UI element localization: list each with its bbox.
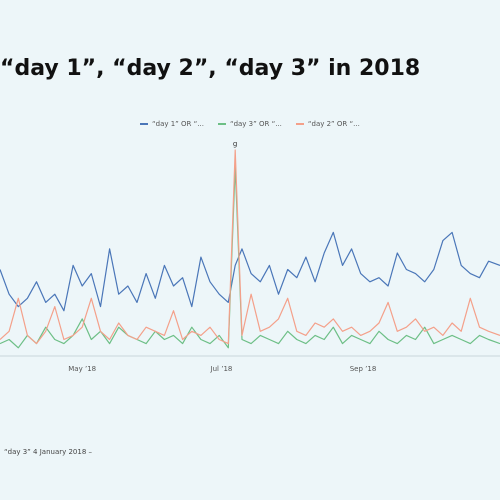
legend-swatch-orange <box>295 123 304 125</box>
series-line-2[interactable] <box>0 165 500 349</box>
x-tick-label: May ’18 <box>68 365 96 373</box>
chart-title: “day 1”, “day 2”, “day 3” in 2018 <box>0 56 421 81</box>
x-tick-label: Jul ’18 <box>210 365 233 373</box>
legend-swatch-blue <box>140 123 148 125</box>
chart-legend: “day 1” OR “... “day 3” OR “... “day 2” … <box>140 120 360 128</box>
legend-swatch-green <box>217 123 226 125</box>
x-tick-label: Sep ’18 <box>350 365 377 373</box>
legend-label-day1: “day 1” OR “... <box>152 120 204 128</box>
legend-label-day3: “day 3” OR “... <box>229 120 282 128</box>
annotation-label: g <box>233 140 237 148</box>
legend-item-day1[interactable]: “day 1” OR “... <box>140 120 204 128</box>
series-line-1[interactable] <box>0 231 500 312</box>
legend-item-day2[interactable]: “day 2” OR “... <box>295 120 360 128</box>
legend-item-day3[interactable]: “day 3” OR “... <box>217 120 282 128</box>
series-line-3[interactable] <box>0 149 500 345</box>
legend-label-day2: “day 2” OR “... <box>307 120 360 128</box>
footer-caption: “day 3” 4 January 2018 – <box>4 448 93 456</box>
